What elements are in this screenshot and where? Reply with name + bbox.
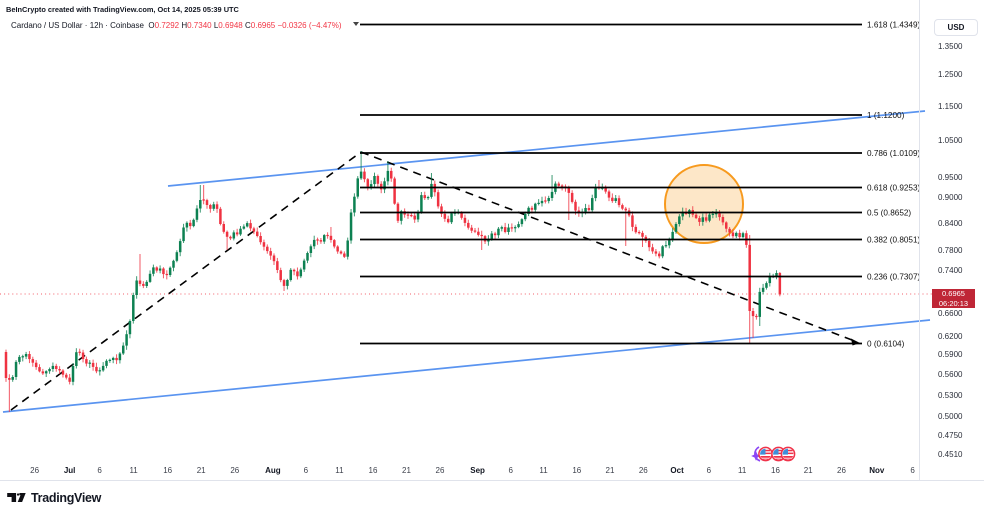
svg-text:0.786 (1.0109): 0.786 (1.0109) xyxy=(867,149,921,158)
svg-text:0.382 (0.8051): 0.382 (0.8051) xyxy=(867,235,921,244)
svg-text:1 (1.1200): 1 (1.1200) xyxy=(867,111,905,120)
svg-text:0 (0.6104): 0 (0.6104) xyxy=(867,339,905,348)
svg-text:0.5 (0.8652): 0.5 (0.8652) xyxy=(867,208,911,217)
svg-text:1.618 (1.4349): 1.618 (1.4349) xyxy=(867,20,921,29)
svg-text:0.618 (0.9253): 0.618 (0.9253) xyxy=(867,183,921,192)
svg-text:0.236 (0.7307): 0.236 (0.7307) xyxy=(867,272,921,281)
